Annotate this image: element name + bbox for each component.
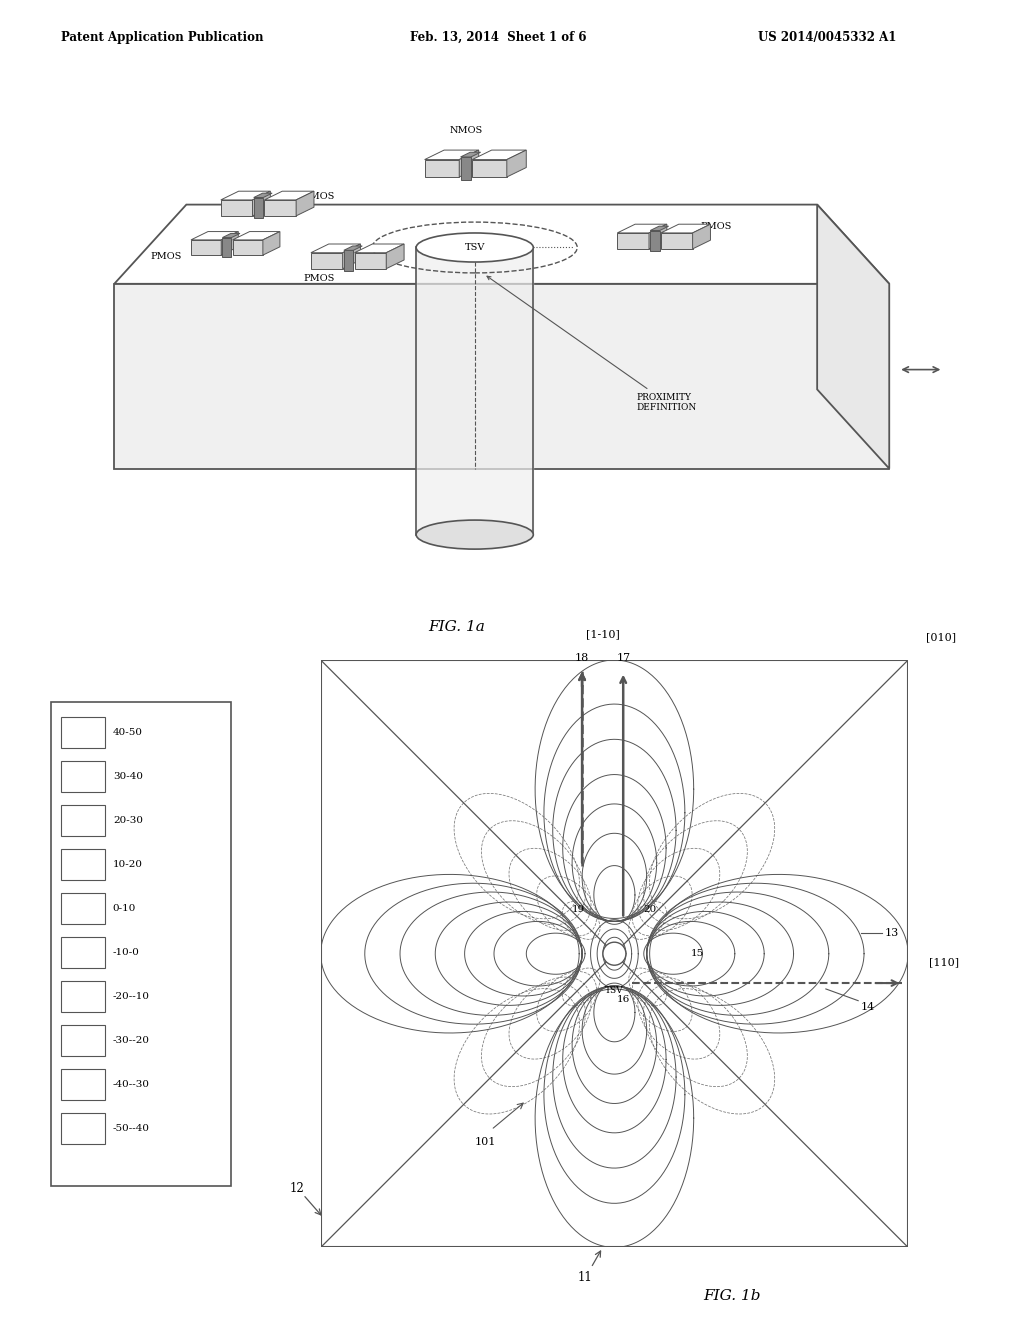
Polygon shape (253, 191, 270, 216)
Text: 15: 15 (691, 949, 705, 958)
Text: 17: 17 (616, 653, 631, 663)
Polygon shape (459, 150, 478, 177)
Text: Feb. 13, 2014  Sheet 1 of 6: Feb. 13, 2014 Sheet 1 of 6 (410, 32, 586, 45)
Text: 40-50: 40-50 (113, 729, 142, 737)
Text: PROXIMITY
DEFINITION: PROXIMITY DEFINITION (487, 276, 697, 412)
Polygon shape (617, 224, 667, 232)
Polygon shape (344, 246, 362, 251)
Polygon shape (115, 284, 889, 469)
Polygon shape (472, 150, 526, 160)
Polygon shape (221, 191, 270, 199)
Text: Patent Application Publication: Patent Application Publication (61, 32, 264, 45)
Polygon shape (264, 191, 314, 199)
Text: PMOS: PMOS (303, 193, 335, 201)
Text: 13: 13 (885, 928, 899, 939)
Text: 20: 20 (644, 906, 657, 915)
Polygon shape (660, 232, 692, 249)
Text: PMOS: PMOS (151, 252, 182, 260)
Polygon shape (354, 244, 404, 252)
Polygon shape (190, 240, 221, 255)
Bar (61, 805, 104, 836)
Polygon shape (263, 231, 280, 255)
Text: 30-40: 30-40 (113, 772, 142, 781)
Polygon shape (507, 150, 526, 177)
Polygon shape (461, 152, 480, 157)
Polygon shape (264, 199, 296, 216)
Text: 20-30: 20-30 (113, 816, 142, 825)
Ellipse shape (416, 520, 534, 549)
Text: TSV: TSV (465, 243, 485, 252)
Polygon shape (190, 231, 239, 240)
Text: 10-20: 10-20 (113, 861, 142, 869)
Polygon shape (222, 238, 231, 257)
Polygon shape (311, 252, 343, 269)
Text: PMOS: PMOS (700, 222, 731, 231)
Text: NMOS: NMOS (450, 127, 482, 135)
Polygon shape (386, 244, 404, 269)
Text: [1-10]: [1-10] (586, 630, 620, 639)
Text: US 2014/0045332 A1: US 2014/0045332 A1 (758, 32, 896, 45)
Polygon shape (425, 150, 478, 160)
Text: 0-10: 0-10 (113, 904, 136, 913)
Polygon shape (343, 244, 360, 269)
Text: TSV: TSV (605, 986, 624, 995)
Bar (61, 1026, 104, 1056)
Text: -50--40: -50--40 (113, 1125, 150, 1133)
Polygon shape (221, 231, 239, 255)
Bar (61, 849, 104, 880)
Circle shape (603, 942, 626, 965)
Polygon shape (617, 232, 649, 249)
Bar (61, 1113, 104, 1144)
Polygon shape (232, 231, 280, 240)
Text: -40--30: -40--30 (113, 1080, 150, 1089)
Polygon shape (817, 205, 889, 469)
Bar (61, 762, 104, 792)
Polygon shape (222, 234, 240, 238)
Text: [110]: [110] (929, 957, 958, 968)
Polygon shape (461, 157, 471, 180)
Bar (61, 981, 104, 1012)
Text: 101: 101 (474, 1137, 496, 1147)
Polygon shape (232, 240, 263, 255)
Polygon shape (650, 226, 669, 231)
Polygon shape (115, 205, 889, 284)
Text: 16: 16 (616, 995, 630, 1003)
Text: -10-0: -10-0 (113, 948, 139, 957)
Text: 12: 12 (290, 1183, 304, 1195)
Polygon shape (649, 224, 667, 249)
Text: PMOS: PMOS (303, 273, 335, 282)
Polygon shape (660, 224, 711, 232)
Polygon shape (472, 160, 507, 177)
Bar (61, 937, 104, 968)
Bar (61, 894, 104, 924)
Polygon shape (311, 244, 360, 252)
Polygon shape (425, 160, 459, 177)
Polygon shape (296, 191, 314, 216)
Text: FIG. 1b: FIG. 1b (703, 1288, 761, 1303)
Bar (61, 717, 104, 748)
Polygon shape (344, 251, 353, 271)
Text: -20--10: -20--10 (113, 993, 150, 1001)
Polygon shape (692, 224, 711, 249)
Polygon shape (650, 231, 659, 251)
Text: [010]: [010] (926, 632, 955, 643)
Text: FIG. 1a: FIG. 1a (428, 619, 485, 634)
Text: 14: 14 (861, 1002, 876, 1011)
Polygon shape (254, 198, 263, 218)
Polygon shape (254, 193, 272, 198)
Text: -30--20: -30--20 (113, 1036, 150, 1045)
Text: 19: 19 (571, 906, 585, 915)
Bar (61, 1069, 104, 1100)
Text: 11: 11 (578, 1271, 593, 1284)
Polygon shape (354, 252, 386, 269)
Polygon shape (221, 199, 253, 216)
Text: 18: 18 (574, 653, 589, 663)
Ellipse shape (416, 232, 534, 261)
